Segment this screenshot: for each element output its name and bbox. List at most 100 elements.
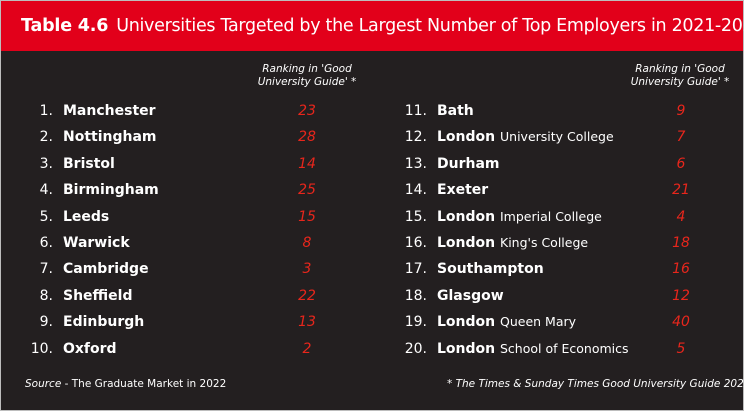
- table-row: 4. Birmingham 25: [23, 177, 327, 203]
- university-main-name: Manchester: [63, 103, 156, 119]
- row-rank: 9.: [39, 314, 53, 331]
- university-name: Birmingham: [63, 177, 159, 203]
- table-row: 6. Warwick 8: [23, 230, 327, 256]
- university-main-name: Birmingham: [63, 182, 159, 199]
- university-main-name: Warwick: [63, 235, 130, 251]
- university-main-name: Sheffield: [63, 287, 133, 304]
- guide-ranking: 25: [298, 182, 316, 199]
- guide-ranking: 16: [672, 261, 690, 278]
- table-row: 14. Exeter 21: [397, 177, 701, 203]
- row-rank: 16.: [404, 235, 427, 251]
- university-main-name: Bristol: [63, 155, 115, 172]
- guide-ranking: 21: [672, 182, 690, 199]
- row-rank: 11.: [404, 103, 427, 119]
- title-bar: Table 4.6 Universities Targeted by the L…: [1, 1, 744, 51]
- university-main-name: Southampton: [437, 261, 544, 278]
- table-row: 5. Leeds 15: [23, 204, 327, 230]
- university-name: Bristol: [63, 151, 115, 177]
- university-main-name: Exeter: [437, 182, 489, 199]
- row-rank: 7.: [39, 261, 53, 278]
- table-row: 15. London Imperial College 4: [397, 204, 701, 230]
- guide-ranking: 9: [676, 103, 686, 119]
- table-row: 17. Southampton 16: [397, 256, 701, 282]
- university-main-name: Durham: [437, 155, 500, 172]
- university-name: Leeds: [63, 204, 109, 230]
- source-footnote: Source - The Graduate Market in 2022: [25, 378, 226, 390]
- row-rank: 2.: [39, 129, 53, 146]
- guide-ranking: 15: [298, 208, 316, 225]
- university-main-name: Cambridge: [63, 261, 149, 278]
- guide-ranking: 23: [298, 103, 316, 119]
- university-name: London Imperial College: [437, 204, 602, 230]
- table-row: 20. London School of Economics 5: [397, 336, 701, 362]
- table-row: 18. Glasgow 12: [397, 283, 701, 309]
- university-main-name: Bath: [437, 103, 474, 119]
- university-main-name: Leeds: [63, 208, 110, 225]
- university-name: Manchester: [63, 98, 156, 124]
- guide-ranking: 28: [298, 129, 316, 146]
- row-rank: 19.: [404, 314, 427, 331]
- row-rank: 18.: [404, 287, 427, 304]
- guide-ranking: 6: [676, 155, 686, 172]
- university-main-name: Oxford: [63, 340, 117, 357]
- guide-ranking: 3: [302, 261, 312, 278]
- row-rank: 14.: [404, 182, 427, 199]
- table-row: 1. Manchester 23: [23, 98, 327, 124]
- left-column-header-line1: Ranking in 'Good: [262, 63, 352, 75]
- university-name: Oxford: [63, 336, 117, 362]
- row-rank: 5.: [39, 208, 53, 225]
- guide-ranking: 8: [302, 235, 312, 251]
- row-rank: 10.: [30, 340, 53, 357]
- table-row: 2. Nottingham 28: [23, 124, 327, 150]
- table-row: 12. London University College 7: [397, 124, 701, 150]
- university-main-name: Nottingham: [63, 129, 157, 146]
- university-college-name: Imperial College: [500, 208, 602, 224]
- row-rank: 20.: [404, 340, 427, 357]
- source-text: - The Graduate Market in 2022: [61, 378, 227, 390]
- left-column-header-line2: University Guide' *: [257, 76, 357, 88]
- university-name: Sheffield: [63, 283, 132, 309]
- university-main-name: London: [437, 235, 496, 251]
- left-column-header: Ranking in 'Good University Guide' *: [247, 63, 367, 89]
- table-row: 11. Bath 9: [397, 98, 701, 124]
- table-row: 16. London King's College 18: [397, 230, 701, 256]
- guide-ranking: 7: [676, 129, 686, 146]
- table-title: Universities Targeted by the Largest Num…: [116, 16, 744, 36]
- guide-footnote: * The Times & Sunday Times Good Universi…: [447, 378, 744, 390]
- guide-ranking: 4: [676, 208, 686, 225]
- university-name: Edinburgh: [63, 309, 144, 335]
- university-main-name: London: [437, 340, 496, 357]
- table-row: 10. Oxford 2: [23, 336, 327, 362]
- university-main-name: London: [437, 314, 496, 331]
- university-name: London Queen Mary: [437, 309, 576, 335]
- guide-ranking: 40: [672, 314, 690, 331]
- university-name: London University College: [437, 124, 614, 150]
- university-college-name: University College: [500, 129, 614, 145]
- guide-ranking: 5: [676, 340, 686, 357]
- guide-ranking: 2: [302, 340, 312, 357]
- right-column-header-line2: University Guide' *: [630, 76, 730, 88]
- university-college-name: School of Economics: [500, 340, 629, 356]
- row-rank: 3.: [39, 155, 53, 172]
- right-column-header-line1: Ranking in 'Good: [635, 63, 725, 75]
- university-name: Exeter: [437, 177, 488, 203]
- guide-ranking: 18: [672, 235, 690, 251]
- source-label: Source: [25, 378, 62, 390]
- row-rank: 12.: [404, 129, 427, 146]
- right-column-header: Ranking in 'Good University Guide' *: [620, 63, 740, 89]
- university-college-name: Queen Mary: [500, 314, 577, 330]
- table-row: 3. Bristol 14: [23, 151, 327, 177]
- university-main-name: London: [437, 129, 496, 146]
- university-name: Glasgow: [437, 283, 504, 309]
- guide-ranking: 13: [298, 314, 316, 331]
- university-name: Bath: [437, 98, 474, 124]
- row-rank: 8.: [39, 287, 53, 304]
- table-row: 19. London Queen Mary 40: [397, 309, 701, 335]
- row-rank: 13.: [404, 155, 427, 172]
- university-college-name: King's College: [500, 235, 589, 250]
- table-row: 9. Edinburgh 13: [23, 309, 327, 335]
- row-rank: 4.: [39, 182, 53, 199]
- row-rank: 17.: [404, 261, 427, 278]
- table-number: Table 4.6: [21, 16, 109, 36]
